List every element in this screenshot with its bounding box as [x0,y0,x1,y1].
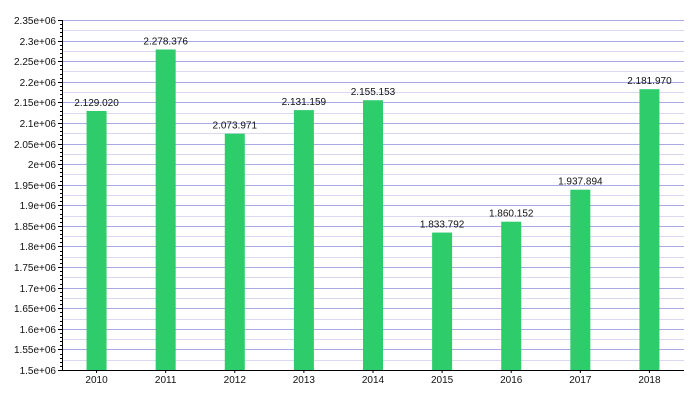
x-tick-label: 2012 [224,375,247,386]
bar-value-label: 2.181.970 [627,76,672,87]
bar-value-label: 2.155.153 [351,87,396,98]
x-tick-label: 2016 [500,375,523,386]
bar-value-label: 1.860.152 [489,209,534,220]
y-tick-label: 1.95e+06 [14,181,56,192]
bar-value-label: 1.833.792 [420,220,465,231]
bar-2015 [432,232,453,370]
bar-2017 [570,189,591,370]
bar-value-label: 1.937.894 [558,177,603,188]
y-tick-label: 2.25e+06 [14,57,56,68]
y-tick-label: 2.1e+06 [20,119,57,130]
axes [58,20,684,373]
y-tick-label: 1.9e+06 [20,201,57,212]
labels: 1.5e+06 1.55e+06 1.6e+06 1.65e+06 1.7e+06 1.7… [14,16,672,386]
bar-2010 [86,110,107,371]
bar-value-label: 2.278.376 [143,36,188,47]
y-tick-label: 1.8e+06 [20,242,57,253]
x-tick-label: 2013 [293,375,316,386]
x-tick-label: 2018 [638,375,661,386]
y-tick-label: 2.3e+06 [20,37,57,48]
y-tick-label: 1.55e+06 [14,345,56,356]
y-tick-label: 1.5e+06 [20,366,57,377]
bar-value-label: 2.129.020 [74,98,119,109]
x-tick-label: 2015 [431,375,454,386]
x-tick-label: 2010 [85,375,108,386]
y-tick-label: 1.65e+06 [14,304,56,315]
y-tick-label: 2e+06 [28,160,57,171]
bar-2011 [155,49,176,370]
bar-2012 [224,133,245,370]
y-tick-label: 1.7e+06 [20,284,57,295]
y-tick-label: 2.35e+06 [14,16,56,27]
bar-value-label: 2.073.971 [213,121,258,132]
bar-2018 [639,89,660,371]
x-tick-label: 2011 [155,375,177,386]
y-tick-label: 2.05e+06 [14,140,56,151]
bar-value-label: 2.131.159 [282,97,327,108]
y-tick-label: 2.2e+06 [20,78,57,89]
x-tick-label: 2017 [569,375,592,386]
bars [86,49,660,371]
y-tick-label: 1.6e+06 [20,325,57,336]
bar-2016 [501,221,522,370]
y-tick-label: 1.85e+06 [14,222,56,233]
bar-2013 [293,110,314,371]
bar-2014 [363,100,383,371]
y-tick-label: 2.15e+06 [14,98,56,109]
x-tick-label: 2014 [362,375,385,386]
y-tick-label: 1.75e+06 [14,263,56,274]
